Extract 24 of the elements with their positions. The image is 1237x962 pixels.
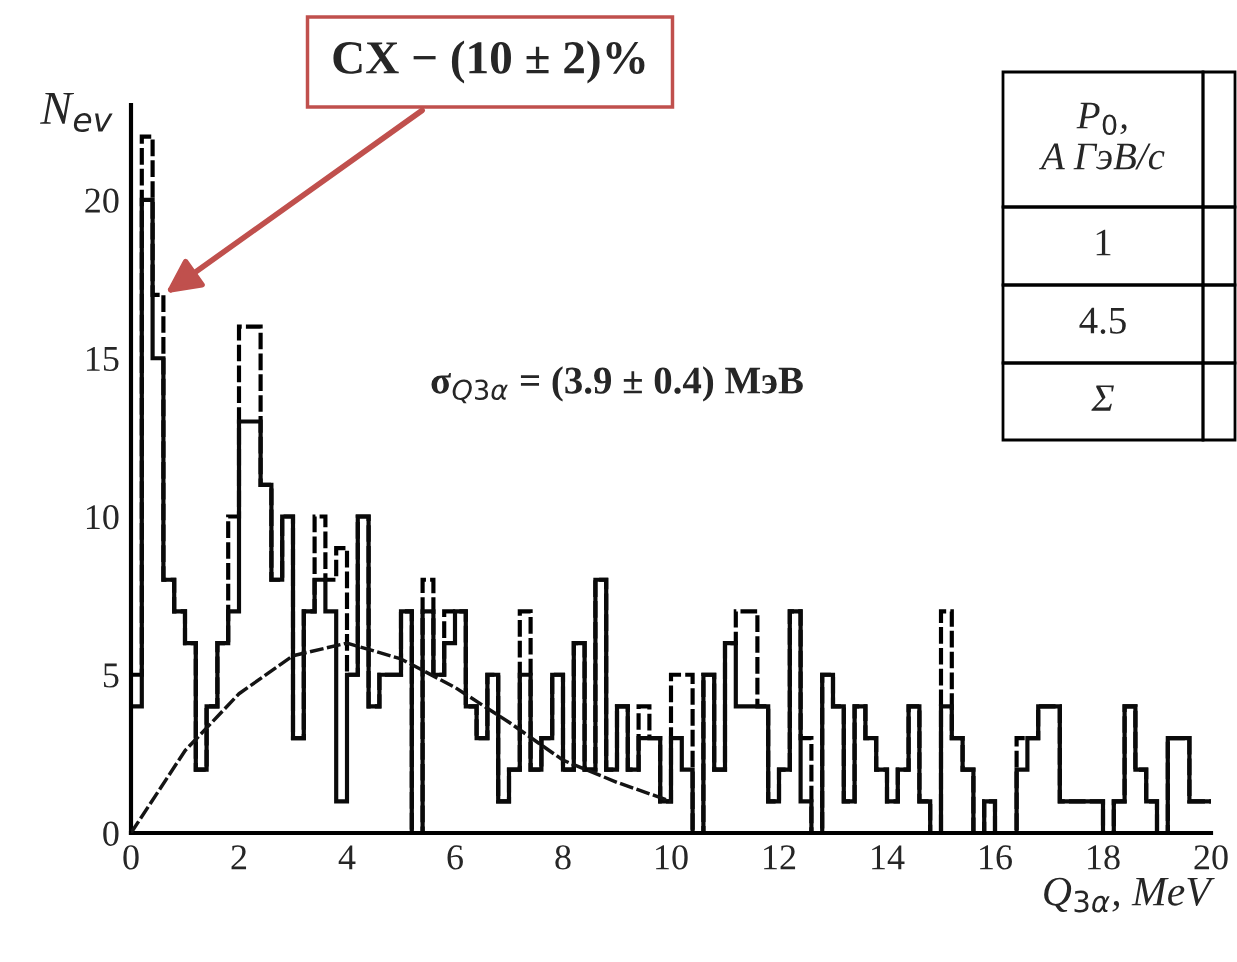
y-axis-title: N$_{ev}$ [40,92,113,133]
x-tick-label: 20 [1194,845,1228,870]
x-tick-label: 2 [231,845,247,870]
y-tick-label: 10 [86,504,119,530]
x-tick-label: 18 [1088,845,1120,870]
y-tick-label: 5 [103,663,119,688]
annotation: P$_{0}$, A ГэВ/c [1038,102,1165,170]
x-tick-label: 6 [447,845,463,870]
x-tick-label: 8 [555,845,571,870]
annotation: Σ [1091,385,1114,411]
y-tick-label: 20 [85,188,119,213]
annotation: CX − (10 ± 2)% [333,40,645,84]
x-axis-title: Q$_{3α}$, MeV [1044,877,1215,913]
x-tick-label: 4 [338,845,356,870]
x-tick-label: 10 [656,845,688,870]
x-tick-label: 16 [980,845,1012,870]
x-tick-label: 14 [872,845,905,870]
x-tick-label: 12 [764,845,796,870]
x-tick-label: 0 [123,845,139,870]
annotation: 1 [1096,229,1111,256]
annotation: 4.5 [1079,307,1126,334]
annotation: σ$_{Q3α}$ = (3.9 ± 0.4) МэВ [431,366,803,404]
y-tick-label: 15 [86,346,119,372]
y-tick-label: 0 [103,821,119,846]
